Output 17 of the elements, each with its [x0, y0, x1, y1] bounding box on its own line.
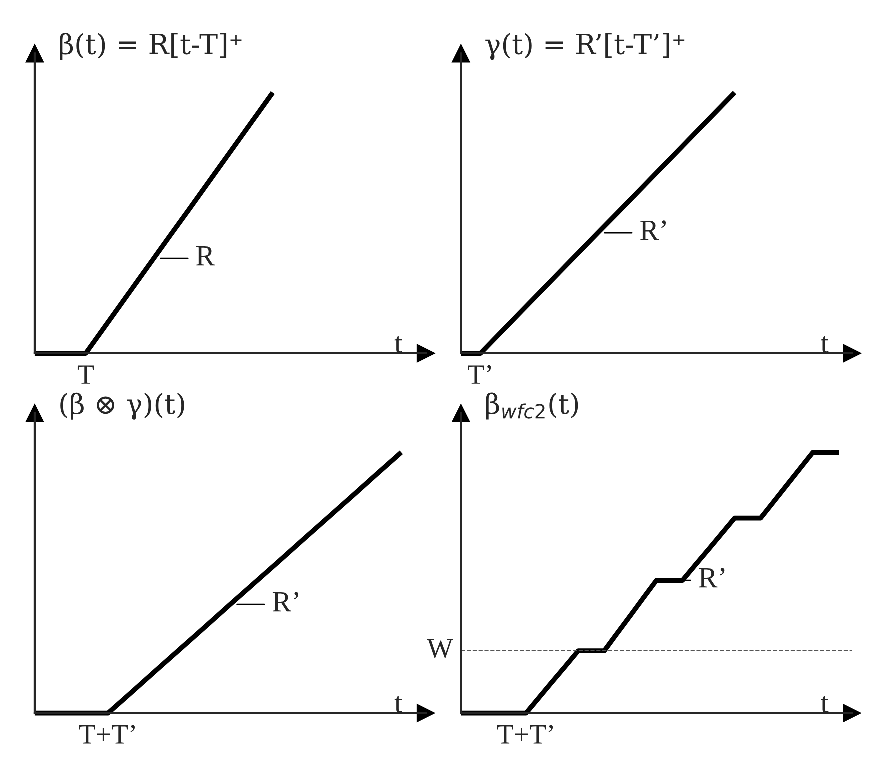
chart-title: γ(t) = R’[t-T’]⁺ [486, 33, 685, 60]
annotation: T+T’ [79, 725, 136, 744]
x-axis-title: t [394, 696, 402, 713]
x-axis-title: t [821, 336, 829, 354]
annotation: R [196, 246, 216, 266]
chart-title: (β ⊗ γ)(t) [60, 392, 184, 420]
annotation: R’ [272, 592, 298, 612]
chart-title: β(t) = R[t-T]⁺ [60, 33, 242, 60]
chart-title: β$_{wfc2}$(t) [486, 392, 578, 420]
annotation: T’ [468, 365, 492, 384]
x-axis-title: t [394, 336, 402, 354]
annotation: T [78, 366, 94, 384]
annotation: T+T’ [497, 725, 554, 744]
annotation: R’ [640, 220, 666, 240]
ref-line-label: W [427, 639, 454, 658]
annotation: R’ [699, 568, 725, 588]
x-axis-title: t [821, 696, 829, 713]
